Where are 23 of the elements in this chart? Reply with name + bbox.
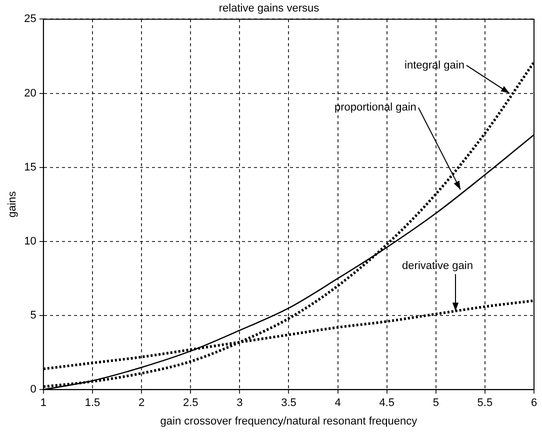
x-axis-title: gain crossover frequency/natural resonant frequency — [160, 415, 418, 428]
annotation: proportional gain — [334, 102, 416, 114]
y-tick-label: 25 — [24, 13, 36, 26]
y-axis-title: gains — [6, 190, 19, 218]
x-tick-label: 3 — [236, 397, 243, 410]
x-tick-label: 4 — [334, 397, 341, 410]
x-tick-label: 3.5 — [281, 397, 296, 410]
y-tick-label: 15 — [24, 161, 36, 174]
y-tick-label: 5 — [30, 310, 36, 322]
annotation: integral gain — [404, 59, 464, 72]
y-tick-label: 0 — [30, 384, 36, 396]
x-tick-label: 1.5 — [84, 397, 100, 410]
chart-title: relative gains versus — [218, 2, 320, 15]
y-tick-label: 10 — [24, 235, 36, 248]
x-tick-label: 5.5 — [477, 397, 493, 410]
x-tick-label: 2.5 — [182, 397, 198, 410]
annotation: derivative gain — [402, 260, 473, 272]
y-tick-label: 20 — [24, 87, 36, 100]
x-tick-label: 6 — [530, 397, 538, 410]
x-tick-label: 2 — [138, 397, 145, 410]
x-tick-label: 5 — [432, 397, 439, 410]
x-tick-label: 1 — [40, 397, 46, 410]
x-tick-label: 4.5 — [379, 397, 394, 410]
